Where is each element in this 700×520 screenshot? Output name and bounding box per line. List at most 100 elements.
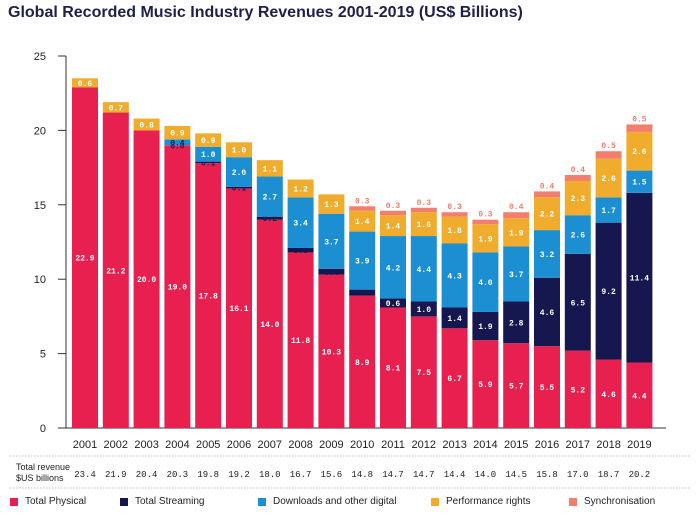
bar-downloads (195, 146, 222, 162)
bar-synchronisation (626, 124, 653, 132)
data-label-downloads: 3.7 (324, 238, 339, 247)
data-label-physical: 19.0 (168, 284, 187, 293)
legend-item-physical: Total Physical (10, 496, 86, 507)
y-tick-label: 25 (34, 51, 46, 63)
data-label-downloads: 3.2 (540, 251, 555, 260)
x-tick-label: 2008 (288, 439, 312, 451)
bar-downloads (595, 197, 622, 223)
bar-performance (318, 194, 345, 214)
data-label-downloads: 4.4 (417, 266, 432, 275)
bar-streaming (503, 301, 530, 344)
y-tick-label: 20 (34, 125, 46, 137)
data-label-physical: 6.7 (447, 375, 462, 384)
data-label-downloads: 4.3 (447, 272, 462, 281)
legend-swatch-synchronisation (569, 497, 577, 506)
bar-physical (503, 343, 530, 428)
total-revenue-value: 19.8 (197, 470, 219, 480)
bar-physical (472, 340, 499, 428)
chart-title: Global Recorded Music Industry Revenues … (8, 4, 523, 21)
x-tick-label: 2017 (566, 439, 590, 451)
total-revenue-value: 18.7 (598, 470, 620, 480)
data-label-downloads: 4.0 (478, 279, 493, 288)
x-tick-label: 2007 (258, 439, 282, 451)
bar-synchronisation (564, 175, 591, 181)
legend: Total Physical Total Streaming Downloads… (10, 496, 700, 512)
legend-label-performance: Performance rights (446, 496, 531, 507)
y-tick-label: 5 (40, 349, 46, 361)
x-tick-label: 2012 (412, 439, 436, 451)
total-revenue-value: 19.2 (228, 470, 250, 480)
data-label-streaming: 0.0 (170, 142, 185, 151)
x-tick-label: 2011 (381, 439, 405, 451)
bar-performance (102, 102, 129, 113)
bar-physical (133, 130, 160, 428)
data-label-streaming: 1.9 (478, 323, 493, 332)
total-revenue-value: 14.0 (475, 470, 497, 480)
data-label-physical: 5.2 (571, 386, 586, 395)
data-label-physical: 8.9 (355, 359, 370, 368)
data-label-physical: 21.2 (106, 267, 125, 276)
bar-performance (72, 78, 98, 88)
x-tick-label: 2013 (442, 439, 466, 451)
x-tick-label: 2002 (104, 439, 128, 451)
data-label-synchronisation: 0.5 (632, 115, 647, 124)
data-label-performance: 0.6 (78, 80, 93, 89)
data-label-streaming: 11.4 (630, 275, 649, 284)
bar-performance (133, 118, 160, 131)
data-label-physical: 17.8 (199, 293, 218, 302)
bar-streaming (595, 222, 622, 360)
x-tick-label: 2006 (227, 439, 251, 451)
bar-physical (72, 87, 98, 429)
bar-downloads (256, 176, 283, 217)
legend-item-streaming: Total Streaming (120, 496, 204, 507)
data-label-streaming: 6.5 (571, 299, 586, 308)
bar-streaming (318, 268, 345, 275)
bar-synchronisation (503, 212, 530, 219)
bar-streaming (441, 307, 468, 329)
data-label-physical: 11.8 (291, 337, 310, 346)
data-label-physical: 10.3 (322, 348, 341, 357)
x-tick-label: 2010 (350, 439, 374, 451)
bar-physical (349, 295, 376, 428)
data-label-downloads: 3.7 (509, 271, 524, 280)
bar-downloads (349, 231, 376, 290)
bar-streaming (472, 311, 499, 341)
bar-downloads (164, 139, 191, 146)
bar-synchronisation (534, 191, 560, 198)
bar-performance (349, 210, 376, 232)
legend-label-streaming: Total Streaming (135, 496, 205, 507)
bar-downloads (626, 170, 653, 193)
x-tick-label: 2009 (319, 439, 343, 451)
total-revenue-value: 14.4 (444, 470, 466, 480)
data-label-downloads: 3.4 (293, 220, 308, 229)
bar-physical (595, 359, 622, 428)
data-label-downloads: 2.7 (263, 194, 278, 203)
data-label-downloads: 1.0 (201, 151, 216, 160)
bar-downloads (318, 213, 345, 269)
bar-physical (195, 163, 222, 429)
total-revenue-value: 15.6 (321, 470, 343, 480)
data-label-performance: 1.9 (478, 235, 493, 244)
data-label-performance: 1.4 (386, 223, 401, 232)
data-label-synchronisation: 0.4 (509, 203, 524, 212)
data-label-performance: 2.6 (632, 148, 647, 157)
bar-physical (380, 307, 406, 428)
data-label-downloads: 3.9 (355, 258, 370, 267)
data-label-physical: 8.1 (386, 365, 401, 374)
data-label-performance: 2.6 (601, 175, 616, 184)
legend-label-physical: Total Physical (25, 496, 87, 507)
total-revenue-value: 23.4 (74, 470, 96, 480)
bar-performance (287, 179, 314, 198)
total-revenue-value: 20.4 (136, 470, 158, 480)
data-label-performance: 1.8 (447, 227, 462, 236)
bar-performance (380, 215, 406, 237)
bar-synchronisation (380, 210, 406, 216)
data-label-performance: 1.2 (293, 185, 308, 194)
x-tick-label: 2016 (535, 439, 559, 451)
data-label-performance: 0.7 (109, 104, 124, 113)
data-label-streaming: 0.4 (355, 290, 370, 299)
total-revenue-value: 14.7 (413, 470, 435, 480)
data-label-performance: 1.3 (324, 201, 339, 210)
data-label-performance: 0.9 (170, 130, 185, 139)
data-label-streaming: 9.2 (601, 288, 616, 297)
